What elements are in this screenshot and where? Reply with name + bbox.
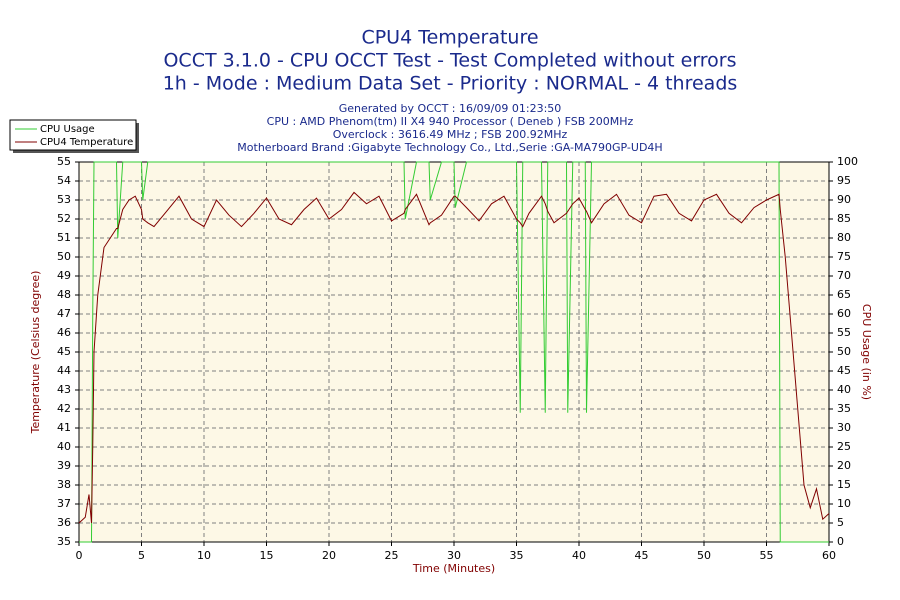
y2-tick-label: 90 [837, 193, 851, 206]
y-tick-label: 37 [57, 497, 71, 510]
x-tick-label: 25 [385, 549, 399, 562]
info-line: Motherboard Brand :Gigabyte Technology C… [237, 141, 662, 154]
x-tick-label: 10 [197, 549, 211, 562]
y2-tick-label: 80 [837, 231, 851, 244]
x-tick-label: 55 [760, 549, 774, 562]
x-axis-label: Time (Minutes) [412, 562, 495, 575]
y2-tick-label: 100 [837, 155, 858, 168]
y-tick-label: 41 [57, 421, 71, 434]
legend: CPU Usage CPU4 Temperature [9, 119, 139, 153]
x-tick-label: 45 [635, 549, 649, 562]
legend-box [9, 119, 137, 151]
y2-tick-label: 15 [837, 478, 851, 491]
data-line [79, 161, 829, 543]
y2-tick-label: 55 [837, 326, 851, 339]
y2-tick-label: 95 [837, 174, 851, 187]
x-tick-label: 20 [322, 549, 336, 562]
legend-label: CPU Usage [40, 124, 95, 135]
x-tick-label: 40 [572, 549, 586, 562]
y-tick-label: 47 [57, 307, 71, 320]
y2-tick-label: 85 [837, 212, 851, 225]
legend-label: CPU4 Temperature [40, 137, 133, 148]
x-tick-label: 50 [697, 549, 711, 562]
y-tick-label: 49 [57, 269, 71, 282]
y2-tick-label: 20 [837, 459, 851, 472]
x-tick-label: 0 [76, 549, 83, 562]
y-tick-label: 35 [57, 535, 71, 548]
y2-tick-label: 30 [837, 421, 851, 434]
info-line: Overclock : 3616.49 MHz ; FSB 200.92MHz [333, 128, 568, 141]
x-tick-label: 15 [260, 549, 274, 562]
y-tick-label: 51 [57, 231, 71, 244]
y-tick-label: 54 [57, 174, 71, 187]
y-tick-label: 50 [57, 250, 71, 263]
y2-tick-label: 70 [837, 269, 851, 282]
y2-tick-label: 65 [837, 288, 851, 301]
y-tick-label: 42 [57, 402, 71, 415]
y2-tick-label: 0 [837, 535, 844, 548]
y-tick-label: 44 [57, 364, 71, 377]
y-tick-label: 43 [57, 383, 71, 396]
y-tick-label: 46 [57, 326, 71, 339]
y2-tick-label: 5 [837, 516, 844, 529]
y2-tick-label: 25 [837, 440, 851, 453]
y2-tick-label: 35 [837, 402, 851, 415]
y-tick-label: 40 [57, 440, 71, 453]
y-tick-label: 39 [57, 459, 71, 472]
y-tick-label: 45 [57, 345, 71, 358]
y-axis-label: Temperature (Celsius degree) [29, 271, 42, 435]
y-tick-label: 53 [57, 193, 71, 206]
y2-tick-label: 75 [837, 250, 851, 263]
y2-tick-label: 50 [837, 345, 851, 358]
chart-subtitle: OCCT 3.1.0 - CPU OCCT Test - Test Comple… [163, 50, 736, 72]
chart-title: CPU4 Temperature [361, 27, 538, 49]
y2-tick-label: 60 [837, 307, 851, 320]
y2-tick-label: 10 [837, 497, 851, 510]
info-line: CPU : AMD Phenom(tm) II X4 940 Processor… [267, 115, 634, 128]
x-tick-label: 5 [138, 549, 145, 562]
chart-subtitle: 1h - Mode : Medium Data Set - Priority :… [163, 73, 738, 95]
y-tick-label: 36 [57, 516, 71, 529]
y-tick-label: 48 [57, 288, 71, 301]
data-line [78, 191, 830, 524]
y-tick-label: 38 [57, 478, 71, 491]
y2-axis-label: CPU Usage (in %) [860, 304, 873, 400]
y2-tick-label: 45 [837, 364, 851, 377]
x-tick-label: 35 [510, 549, 524, 562]
y-tick-label: 52 [57, 212, 71, 225]
x-tick-label: 30 [447, 549, 461, 562]
x-tick-label: 60 [822, 549, 836, 562]
info-line: Generated by OCCT : 16/09/09 01:23:50 [339, 102, 562, 115]
y-tick-label: 55 [57, 155, 71, 168]
y2-tick-label: 40 [837, 383, 851, 396]
